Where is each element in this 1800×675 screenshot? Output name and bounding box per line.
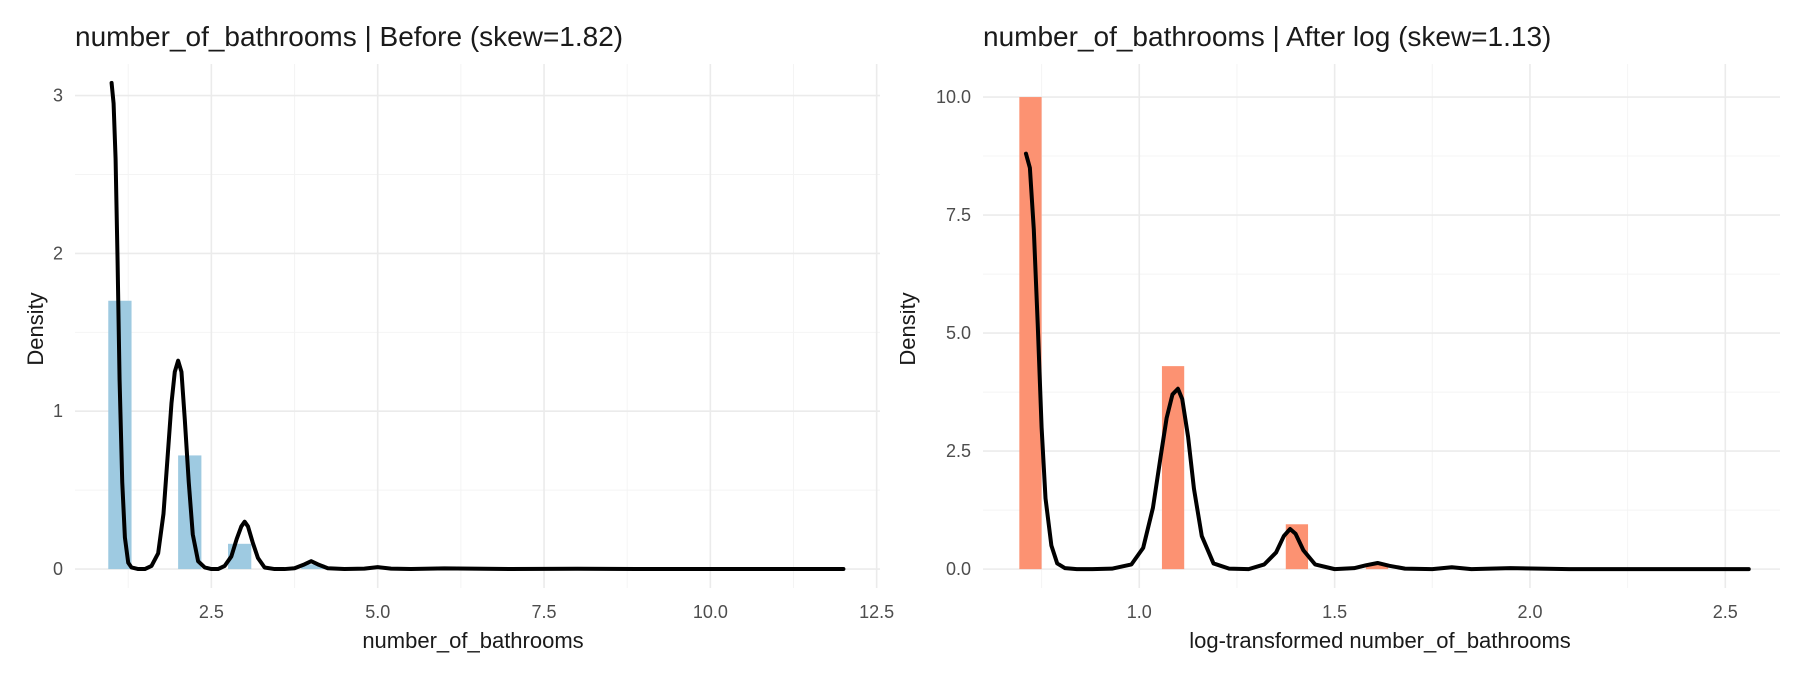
- grid: [983, 64, 1780, 588]
- x-tick-label: 10.0: [693, 602, 728, 622]
- chart-title: number_of_bathrooms | Before (skew=1.82): [75, 21, 623, 52]
- y-tick-label: 0.0: [946, 559, 971, 579]
- x-tick-label: 2.5: [1713, 602, 1738, 622]
- chart-panel-before: number_of_bathrooms | Before (skew=1.82)…: [23, 21, 894, 653]
- histogram-bar: [1365, 563, 1389, 570]
- y-axis-label: Density: [23, 292, 48, 365]
- density-curve-layer: [109, 80, 846, 572]
- tick-labels: 2.5 5.0 7.5 10.0 12.5 0 1 2 3: [53, 86, 894, 622]
- histogram-bar: [1285, 524, 1309, 570]
- x-tick-label: 12.5: [859, 602, 894, 622]
- x-tick-label: 7.5: [532, 602, 557, 622]
- histogram-bar: [1019, 97, 1042, 570]
- y-tick-label: 2.5: [946, 441, 971, 461]
- y-tick-label: 2: [53, 243, 63, 263]
- x-tick-label: 5.0: [365, 602, 390, 622]
- y-tick-label: 7.5: [946, 205, 971, 225]
- y-tick-label: 5.0: [946, 323, 971, 343]
- x-tick-label: 1.5: [1322, 602, 1347, 622]
- histogram-bar: [301, 564, 325, 570]
- x-axis-label: number_of_bathrooms: [362, 628, 583, 653]
- x-tick-label: 1.0: [1127, 602, 1152, 622]
- density-curve: [1023, 151, 1751, 572]
- density-curve: [109, 80, 846, 572]
- histogram-bars: [108, 300, 325, 570]
- chart-panel-after: number_of_bathrooms | After log (skew=1.…: [900, 21, 1780, 653]
- x-axis-label: log-transformed number_of_bathrooms: [1189, 628, 1571, 653]
- y-tick-label: 3: [53, 86, 63, 106]
- tick-labels: 1.0 1.5 2.0 2.5 0.0 2.5 5.0 7.5 10.0: [936, 87, 1738, 622]
- density-curve-layer: [1023, 151, 1751, 572]
- y-tick-label: 0: [53, 559, 63, 579]
- x-tick-label: 2.0: [1517, 602, 1542, 622]
- y-tick-label: 1: [53, 401, 63, 421]
- x-tick-label: 2.5: [199, 602, 224, 622]
- y-tick-label: 10.0: [936, 87, 971, 107]
- chart-title: number_of_bathrooms | After log (skew=1.…: [983, 21, 1551, 52]
- y-axis-label: Density: [900, 292, 920, 365]
